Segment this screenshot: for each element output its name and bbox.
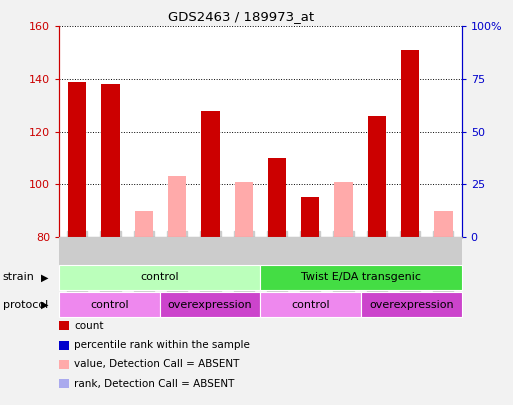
Bar xyxy=(368,116,386,237)
Text: count: count xyxy=(74,321,104,330)
Bar xyxy=(334,181,353,237)
Text: percentile rank within the sample: percentile rank within the sample xyxy=(74,340,250,350)
Bar xyxy=(234,181,253,237)
Bar xyxy=(68,81,87,237)
Text: rank, Detection Call = ABSENT: rank, Detection Call = ABSENT xyxy=(74,379,235,389)
Text: protocol: protocol xyxy=(3,300,48,309)
Text: Twist E/DA transgenic: Twist E/DA transgenic xyxy=(301,273,421,282)
Text: strain: strain xyxy=(3,273,34,282)
Bar xyxy=(102,84,120,237)
Bar xyxy=(401,50,419,237)
Bar xyxy=(135,211,153,237)
Text: value, Detection Call = ABSENT: value, Detection Call = ABSENT xyxy=(74,360,240,369)
Bar xyxy=(301,198,320,237)
Text: overexpression: overexpression xyxy=(168,300,252,309)
Bar xyxy=(201,111,220,237)
Bar xyxy=(268,158,286,237)
Text: overexpression: overexpression xyxy=(369,300,453,309)
Bar xyxy=(168,177,186,237)
Bar xyxy=(434,211,452,237)
Text: GDS2463 / 189973_at: GDS2463 / 189973_at xyxy=(168,10,314,23)
Text: ▶: ▶ xyxy=(42,300,49,309)
Text: control: control xyxy=(141,273,179,282)
Text: ▶: ▶ xyxy=(42,273,49,282)
Text: control: control xyxy=(291,300,330,309)
Text: control: control xyxy=(90,300,129,309)
